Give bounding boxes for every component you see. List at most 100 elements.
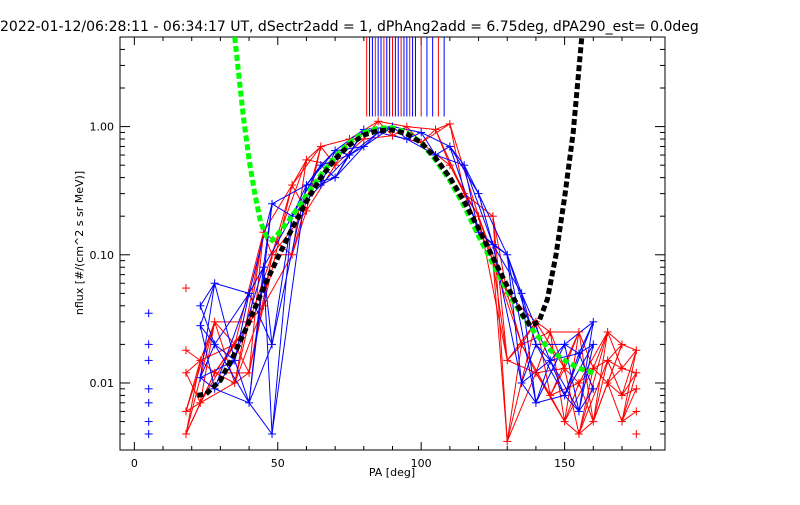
red-data-point [632, 384, 641, 393]
red-data-point [531, 368, 540, 377]
red-trace-segment [607, 344, 623, 384]
blue-trace-segment [320, 154, 350, 186]
red-data-point [574, 378, 583, 387]
red-trace-segment [621, 372, 637, 422]
blue-trace-segment [549, 360, 566, 396]
red-data-point [431, 125, 440, 134]
red-trace-segment [506, 372, 537, 442]
blue-trace-segment [549, 360, 580, 412]
y-axis: 0.01 0.10 1.00 [90, 36, 665, 451]
red-data-point [560, 364, 569, 373]
y-tick-label: 0.10 [90, 249, 115, 262]
red-trace-segment [478, 216, 508, 294]
blue-trace-segment [199, 282, 216, 307]
red-data-point [474, 212, 483, 221]
red-trace-segment [535, 321, 566, 369]
red-trace-segment [185, 360, 201, 374]
red-trace-segment [521, 331, 551, 345]
blue-trace-segment [564, 321, 594, 396]
blue-trace-segment [521, 293, 551, 361]
red-trace-segment [262, 184, 293, 306]
blue-data-point [517, 378, 526, 387]
blue-trace-segment [363, 126, 393, 130]
blue-trace-segment [320, 177, 336, 186]
blue-data-point [503, 250, 512, 259]
red-trace-segment [549, 395, 566, 422]
red-trace-segment [492, 216, 508, 361]
blue-data-point [331, 146, 340, 155]
red-trace-segment [234, 232, 264, 345]
blue-data-point [259, 263, 268, 272]
blue-trace-segment [234, 360, 250, 403]
red-data-point [546, 327, 555, 336]
red-data-point [302, 155, 311, 164]
red-data-point [196, 356, 205, 365]
blue-trace-segment [435, 146, 451, 156]
red-trace-segment [607, 360, 623, 396]
red-data-point [288, 181, 297, 190]
blue-data-point [417, 128, 426, 137]
blue-trace-segment [578, 388, 594, 412]
red-trace-segment [592, 360, 609, 422]
blue-trace-segment [578, 344, 594, 412]
red-trace-segment [549, 331, 566, 369]
blue-trace-segment [478, 193, 508, 255]
red-trace-segment [607, 382, 623, 396]
red-trace-segment [271, 159, 307, 255]
red-data-point [617, 340, 626, 349]
y-axis-label: nflux [#/(cm^2 s sr MeV)] [73, 171, 86, 315]
red-data-point [503, 437, 512, 446]
red-trace-segment [214, 372, 235, 384]
red-trace-segment [291, 159, 307, 186]
red-trace-segment [406, 126, 436, 130]
x-tick-label: 0 [131, 457, 138, 470]
red-trace-segment [506, 344, 523, 442]
red-data-point [210, 317, 219, 326]
black-fit-curve [197, 37, 585, 398]
red-data-point [546, 391, 555, 400]
red-data-point [402, 122, 411, 131]
blue-trace-segment [535, 344, 566, 396]
blue-data-point [196, 373, 205, 382]
red-trace-segment [607, 382, 623, 422]
blue-trace-segment [214, 388, 250, 404]
blue-trace-segment [214, 293, 250, 345]
red-trace-segment [185, 321, 216, 412]
blue-trace-segment [334, 146, 365, 178]
red-trace-segment [248, 254, 273, 322]
blue-data-point [517, 289, 526, 298]
red-trace-segment [578, 331, 609, 435]
blue-data-point [144, 417, 153, 426]
red-trace-segment [621, 350, 637, 396]
red-data-point [617, 364, 626, 373]
blue-trace-segment [320, 150, 336, 166]
red-trace-segment [578, 331, 609, 384]
red-data-point [181, 284, 190, 293]
red-data-point [196, 398, 205, 407]
blue-trace-segment [492, 244, 508, 256]
blue-data-point [245, 398, 254, 407]
red-trace-segment [621, 367, 637, 374]
red-data-point [617, 391, 626, 400]
red-data-point [488, 212, 497, 221]
red-trace-segment [621, 350, 637, 422]
red-trace-segment [578, 368, 594, 435]
red-data-point [181, 429, 190, 438]
blue-trace-segment [271, 184, 307, 345]
red-trace-segment [607, 331, 623, 369]
blue-trace-segment [271, 184, 307, 435]
blue-data-point [210, 340, 219, 349]
blue-trace-segment [262, 267, 273, 435]
red-data-point [388, 131, 397, 140]
red-data-point [603, 378, 612, 387]
blue-trace-segment [248, 402, 273, 435]
blue-data-point [316, 161, 325, 170]
blue-trace-segment [199, 283, 216, 326]
red-trace-segment [262, 184, 293, 233]
red-data-point [181, 368, 190, 377]
blue-trace-segment [271, 216, 293, 345]
blue-data-point [574, 349, 583, 358]
y-tick-label: 0.01 [90, 377, 115, 390]
blue-trace-segment [199, 325, 216, 389]
